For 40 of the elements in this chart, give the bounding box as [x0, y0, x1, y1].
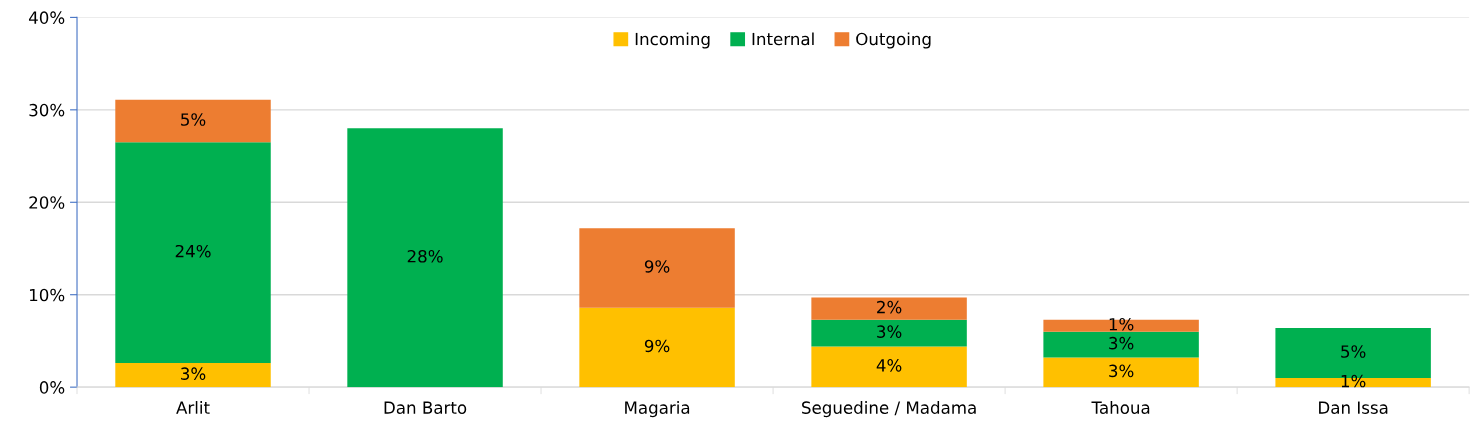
- y-tick-label: 40%: [28, 11, 65, 24]
- legend-label: Outgoing: [856, 32, 931, 49]
- x-tick-label: Arlit: [176, 401, 210, 414]
- y-tick-label: 30%: [29, 103, 65, 117]
- data-label: 24%: [175, 244, 211, 258]
- x-tick-label: Magaria: [625, 401, 690, 418]
- data-label: 1%: [1109, 317, 1134, 331]
- y-tick-label: 20%: [29, 196, 65, 209]
- x-tick-label: Seguedine / Madama: [802, 401, 976, 418]
- bar: [579, 307, 735, 388]
- data-label: 3%: [877, 325, 902, 338]
- bar: [347, 128, 503, 388]
- bar: [1043, 357, 1199, 388]
- data-label: 1%: [1341, 374, 1366, 388]
- x-tick-label: Dan Issa: [1319, 401, 1388, 414]
- x-tick-label: Dan Barto: [384, 401, 467, 414]
- data-label: 9%: [644, 339, 670, 353]
- bar: [811, 297, 967, 320]
- bar: [1043, 319, 1199, 332]
- data-label: 2%: [877, 300, 902, 314]
- bar: [579, 228, 735, 308]
- bar: [115, 142, 271, 364]
- data-label: 3%: [181, 367, 206, 380]
- x-tick-label: Tahoua: [1091, 401, 1150, 414]
- legend-label: Internal: [752, 32, 814, 46]
- data-label: 9%: [644, 260, 670, 273]
- data-label: 5%: [1341, 345, 1366, 358]
- y-tick-label: 10%: [29, 288, 65, 302]
- bar: [115, 99, 271, 143]
- bar: [811, 346, 967, 388]
- bar: [1043, 331, 1199, 358]
- data-label: 5%: [181, 113, 206, 126]
- data-label: 28%: [407, 249, 443, 263]
- data-label: 3%: [1109, 336, 1134, 350]
- data-label: 4%: [876, 359, 902, 372]
- legend-label: Incoming: [635, 32, 710, 49]
- data-label: 3%: [1109, 364, 1134, 378]
- bar: [115, 363, 271, 388]
- bar: [811, 319, 967, 347]
- y-tick-label: 0%: [39, 381, 65, 394]
